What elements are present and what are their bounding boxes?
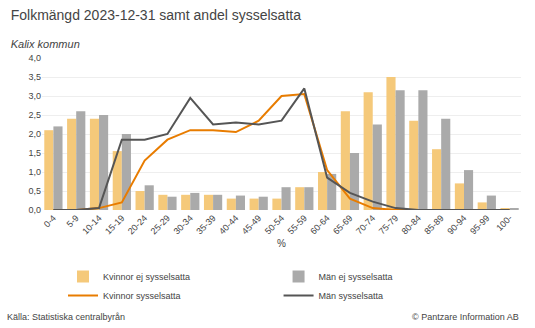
svg-text:0,5: 0,5	[28, 186, 41, 196]
svg-text:Kvinnor sysselsatta: Kvinnor sysselsatta	[103, 291, 181, 301]
svg-text:20-24: 20-24	[126, 213, 149, 236]
svg-text:85-89: 85-89	[422, 213, 445, 236]
svg-text:50-54: 50-54	[263, 213, 286, 236]
svg-text:75-79: 75-79	[377, 213, 400, 236]
svg-text:10-14: 10-14	[80, 213, 103, 236]
svg-text:Män ej sysselsatta: Män ej sysselsatta	[319, 272, 393, 282]
svg-text:90-94: 90-94	[445, 213, 468, 236]
svg-text:40-44: 40-44	[217, 213, 240, 236]
svg-text:0-4: 0-4	[42, 213, 58, 229]
svg-text:3,0: 3,0	[28, 91, 41, 101]
svg-text:25-29: 25-29	[149, 213, 172, 236]
svg-text:15-19: 15-19	[103, 213, 126, 236]
svg-text:1,5: 1,5	[28, 148, 41, 158]
svg-text:%: %	[277, 238, 286, 249]
svg-text:65-69: 65-69	[331, 213, 354, 236]
svg-text:3,5: 3,5	[28, 72, 41, 82]
svg-text:Källa: Statistiska centralbyrå: Källa: Statistiska centralbyrån	[7, 312, 125, 322]
svg-text:© Pantzare Information AB: © Pantzare Information AB	[412, 312, 519, 322]
svg-text:Kalix kommun: Kalix kommun	[11, 38, 80, 50]
svg-text:100-: 100-	[494, 213, 514, 233]
svg-text:4,0: 4,0	[28, 53, 41, 63]
svg-text:Folkmängd 2023-12-31 samt ande: Folkmängd 2023-12-31 samt andel sysselsa…	[11, 7, 301, 23]
svg-text:1,0: 1,0	[28, 167, 41, 177]
svg-text:5-9: 5-9	[65, 213, 81, 229]
svg-text:70-74: 70-74	[354, 213, 377, 236]
svg-text:30-34: 30-34	[171, 213, 194, 236]
svg-text:Män sysselsatta: Män sysselsatta	[319, 291, 384, 301]
svg-text:80-84: 80-84	[400, 213, 423, 236]
svg-text:35-39: 35-39	[194, 213, 217, 236]
svg-text:55-59: 55-59	[286, 213, 309, 236]
svg-text:2,0: 2,0	[28, 129, 41, 139]
svg-text:60-64: 60-64	[308, 213, 331, 236]
svg-text:45-49: 45-49	[240, 213, 263, 236]
svg-text:Kvinnor ej sysselsatta: Kvinnor ej sysselsatta	[103, 272, 190, 282]
svg-text:95-99: 95-99	[468, 213, 491, 236]
svg-text:2,5: 2,5	[28, 110, 41, 120]
svg-text:0,0: 0,0	[28, 205, 41, 215]
